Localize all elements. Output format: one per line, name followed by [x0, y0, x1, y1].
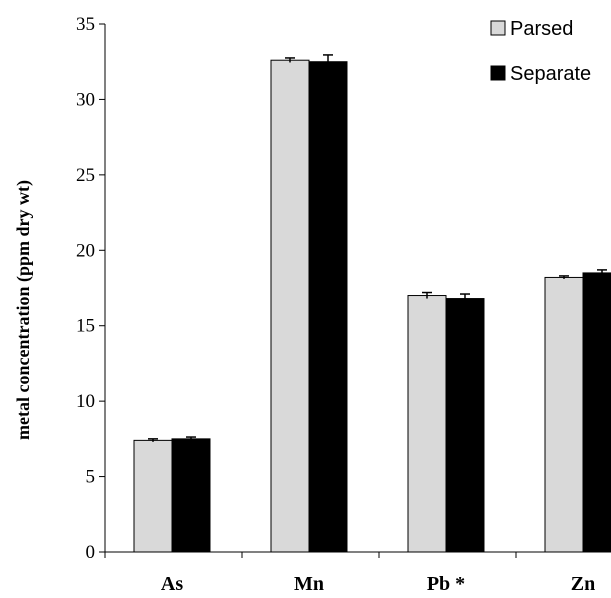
y-tick-label: 10 [76, 391, 95, 412]
bar-parsed-pb [407, 295, 447, 553]
bar-parsed-mn [270, 59, 310, 553]
bars [133, 54, 611, 553]
bar-separate-mn [308, 61, 348, 553]
bar-separate-zn [582, 272, 611, 553]
x-tick-label: Mn [294, 573, 324, 595]
y-tick-label: 20 [76, 240, 95, 261]
y-tick-label: 25 [76, 165, 95, 186]
bar-separate-as [171, 438, 211, 553]
legend-label-parsed: Parsed [510, 18, 573, 40]
y-tick-label: 30 [76, 89, 95, 110]
x-tick-label: As [161, 573, 183, 595]
y-tick-label: 15 [76, 316, 95, 337]
bar-parsed-as [133, 439, 173, 553]
legend-label-separate: Separate [510, 63, 591, 85]
legend-swatch-separate [490, 65, 506, 81]
x-tick-label: Zn [571, 573, 595, 595]
bar-separate-pb [445, 298, 485, 553]
x-axis: As Mn Pb * Zn [104, 551, 611, 595]
x-tick-label: Pb * [427, 573, 465, 595]
legend-swatch-parsed [490, 20, 506, 36]
y-tick-label: 35 [76, 14, 95, 35]
legend: Parsed Separate [490, 18, 591, 85]
y-tick-label: 0 [86, 542, 96, 563]
bar-parsed-zn [544, 276, 584, 553]
y-axis: 0 5 10 15 20 25 30 35 [76, 14, 106, 563]
y-axis-label: metal concentration (ppm dry wt) [13, 180, 34, 440]
y-tick-label: 5 [86, 467, 96, 488]
